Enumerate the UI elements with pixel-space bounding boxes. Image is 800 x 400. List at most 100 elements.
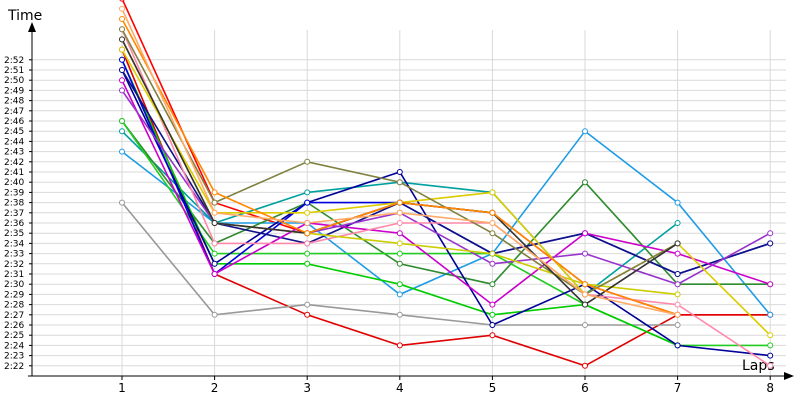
y-tick-label: 2:41 (4, 168, 24, 178)
data-point (119, 77, 125, 84)
x-tick-label: 4 (396, 381, 404, 395)
y-tick-label: 2:47 (4, 107, 24, 117)
y-tick-label: 2:25 (4, 331, 24, 341)
grid-lines (32, 30, 786, 376)
data-point (119, 46, 125, 53)
data-point (582, 322, 588, 328)
data-point (767, 311, 774, 318)
data-point (119, 56, 125, 63)
data-point (304, 301, 311, 308)
data-point (119, 199, 125, 206)
y-tick-label: 2:43 (4, 148, 24, 158)
data-point (489, 220, 496, 226)
data-point (489, 209, 496, 216)
data-point (119, 36, 125, 43)
data-point (674, 291, 681, 298)
data-point (304, 250, 311, 257)
data-point (674, 311, 681, 318)
data-point (767, 362, 774, 369)
y-tick-label: 2:45 (4, 127, 24, 137)
y-tick-label: 2:51 (4, 66, 24, 76)
data-point (396, 220, 403, 226)
y-axis-arrow-icon (28, 22, 36, 32)
y-tick-label: 2:22 (4, 362, 24, 372)
data-point (119, 16, 125, 22)
y-tick-label: 2:40 (4, 178, 24, 188)
data-point (767, 332, 774, 339)
x-tick-label: 5 (489, 381, 497, 395)
series-line (121, 49, 771, 367)
data-point (119, 26, 125, 33)
data-point (674, 301, 681, 308)
x-tick-label: 1 (118, 381, 126, 395)
data-point (582, 362, 588, 369)
data-point (211, 311, 218, 318)
data-point (211, 260, 218, 267)
data-point (304, 189, 311, 196)
y-tick-label: 2:36 (4, 219, 24, 229)
data-point (582, 250, 588, 257)
data-point (119, 118, 125, 124)
y-tick-label: 2:31 (4, 270, 24, 280)
y-tick-label: 2:37 (4, 209, 24, 219)
data-point (304, 158, 311, 165)
data-point (489, 301, 496, 308)
y-tick-label: 2:23 (4, 352, 24, 362)
data-point (489, 311, 496, 318)
y-tick-labels: 2:222:232:242:252:262:272:282:292:302:31… (4, 56, 32, 372)
y-tick-label: 2:52 (4, 56, 24, 66)
data-point (211, 189, 218, 196)
y-tick-label: 2:35 (4, 229, 24, 239)
data-point (396, 250, 403, 257)
data-point (489, 281, 496, 288)
data-point (211, 250, 218, 257)
data-point (304, 311, 311, 318)
data-point (582, 230, 588, 237)
data-point (396, 281, 403, 288)
y-tick-label: 2:34 (4, 239, 24, 249)
data-point (211, 220, 218, 226)
data-point (582, 128, 588, 135)
y-tick-label: 2:28 (4, 301, 24, 311)
data-point (396, 260, 403, 267)
data-point (767, 230, 774, 237)
data-point (304, 209, 311, 216)
y-tick-label: 2:50 (4, 76, 24, 86)
data-point (211, 209, 218, 216)
series-lines (119, 0, 774, 369)
x-tick-label: 6 (581, 381, 589, 395)
series-19 (119, 16, 681, 318)
data-point (396, 291, 403, 298)
y-tick-label: 2:24 (4, 341, 24, 351)
data-point (119, 128, 125, 135)
series-20 (119, 5, 681, 318)
data-point (304, 240, 311, 247)
x-axis-title: Laps (742, 358, 775, 374)
data-point (396, 209, 403, 216)
data-point (489, 250, 496, 257)
data-point (304, 220, 311, 226)
y-axis-title: Time (7, 8, 42, 24)
data-point (119, 67, 125, 73)
data-point (396, 342, 403, 349)
data-point (489, 332, 496, 339)
y-tick-label: 2:33 (4, 250, 24, 260)
data-point (396, 311, 403, 318)
data-point (304, 230, 311, 237)
x-tick-label: 2 (211, 381, 219, 395)
x-tick-label: 8 (766, 381, 774, 395)
y-tick-label: 2:38 (4, 199, 24, 209)
series-line (121, 79, 771, 306)
data-point (674, 199, 681, 206)
data-point (767, 342, 774, 349)
data-point (489, 189, 496, 196)
data-point (767, 352, 774, 359)
x-axis-arrow-icon (784, 372, 794, 380)
data-point (674, 281, 681, 288)
data-point (119, 148, 125, 155)
data-point (489, 230, 496, 237)
x-tick-label: 3 (303, 381, 311, 395)
y-tick-label: 2:32 (4, 260, 24, 270)
y-tick-label: 2:46 (4, 117, 24, 127)
x-tick-labels: 1 2 3 4 5 6 7 8 (118, 376, 774, 395)
